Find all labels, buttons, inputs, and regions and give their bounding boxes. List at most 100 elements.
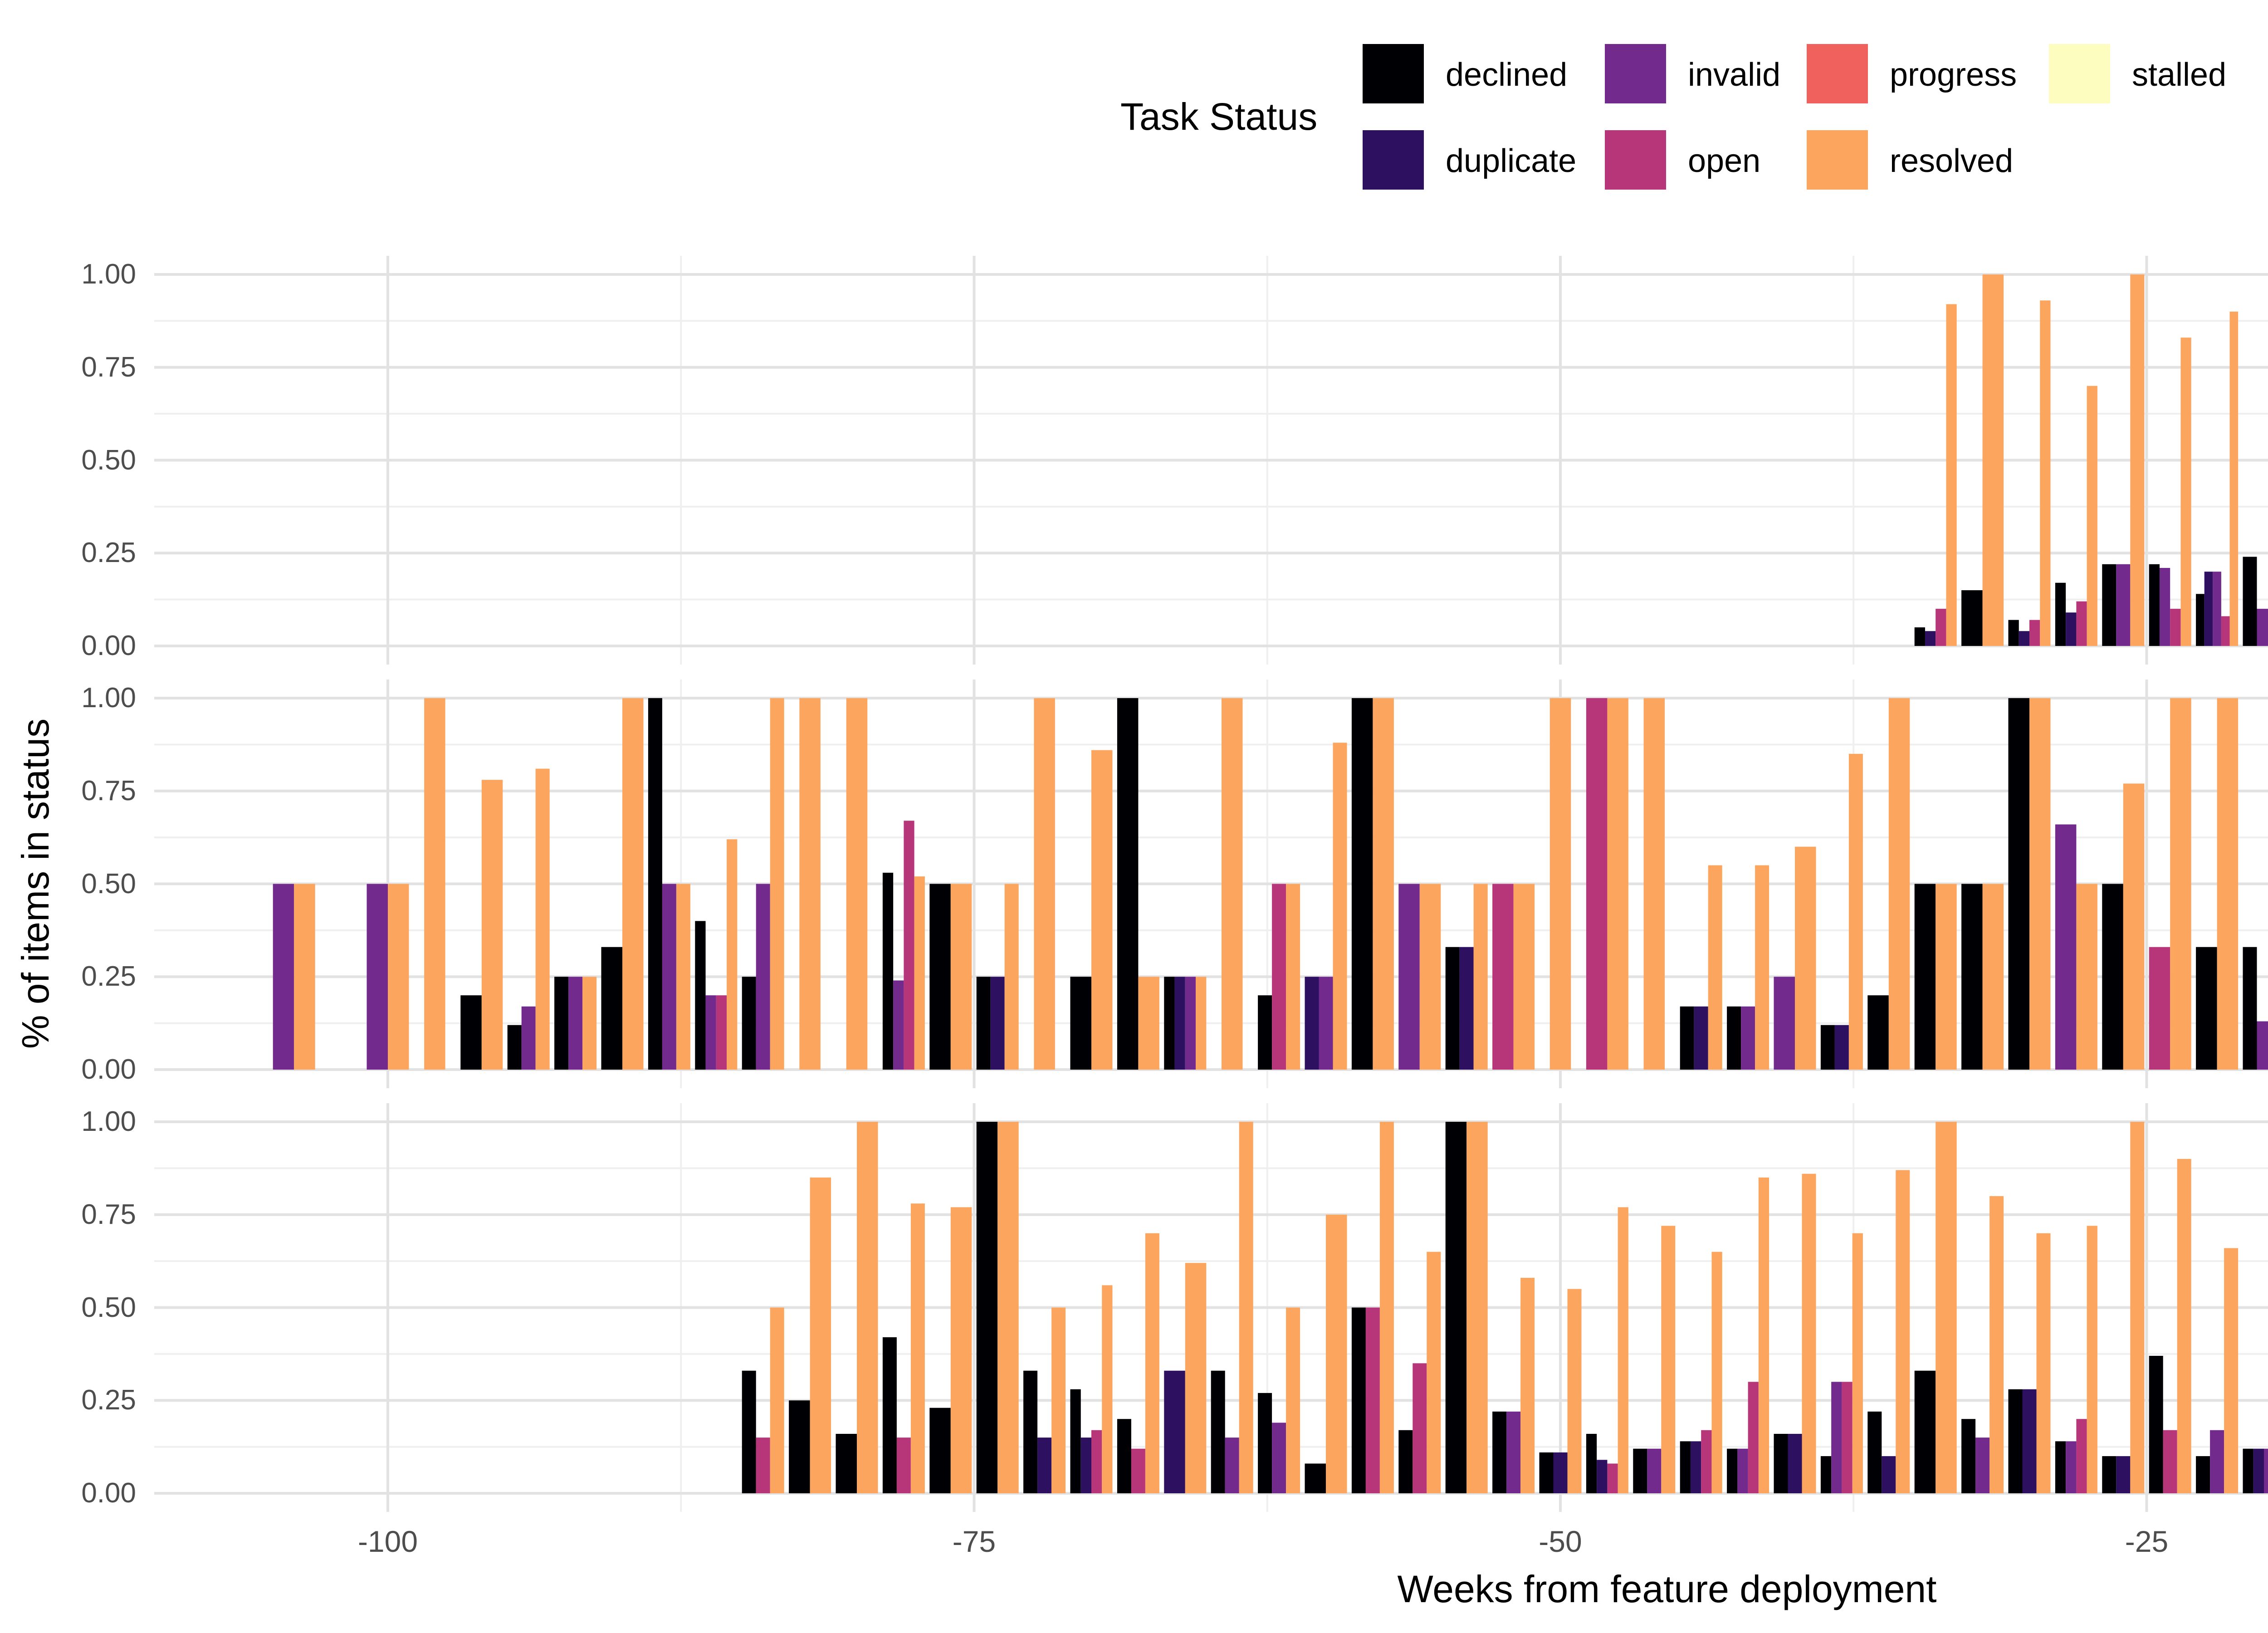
bar-HTTP-deprecation-w-76-resolved: [950, 1207, 972, 1493]
bar-HTTPS-login-w-40-invalid: [1774, 977, 1795, 1070]
bar-HTTP-deprecation-w-82-declined: [789, 1400, 810, 1493]
bar-HTTPS-login-w-96-resolved: [481, 780, 503, 1070]
bar-HTTPS-login-w-38-declined: [1820, 1025, 1835, 1070]
bar-HTTPS-login-w-56-resolved: [1419, 884, 1441, 1070]
bar-HTTP-deprecation-w-78-resolved: [910, 1203, 925, 1493]
bar-HTTPS-login-w-90-declined: [601, 947, 622, 1070]
bar-HTTP-deprecation-w-22-resolved: [2224, 1248, 2239, 1493]
bar-HTTP-deprecation-w-64-invalid: [1225, 1437, 1239, 1493]
y-tick-label: 0.00: [81, 1054, 136, 1085]
bar-HTTP-deprecation-w-30-duplicate: [2022, 1389, 2037, 1493]
bar-HTTP-deprecation-w-28-declined: [2055, 1441, 2066, 1493]
bar-HTTPS-login-w-56-invalid: [1398, 884, 1420, 1070]
bar-HTTPS-login-w-60-resolved: [1333, 743, 1347, 1070]
bar-HTTP-deprecation-w-80-declined: [836, 1433, 857, 1493]
bar-VisualEditor-w-26-invalid: [2116, 564, 2131, 646]
bar-HTTPS-login-w-66-duplicate: [1174, 977, 1185, 1070]
bar-HTTP-deprecation-w-32-invalid: [1975, 1437, 1990, 1493]
bar-VisualEditor-w-26-resolved: [2130, 274, 2145, 646]
bar-HTTP-deprecation-w-46-invalid: [1647, 1448, 1662, 1493]
bar-HTTP-deprecation-w-84-open: [756, 1437, 770, 1493]
bar-HTTP-deprecation-w-48-declined: [1586, 1433, 1597, 1493]
bar-HTTPS-login-w-92-resolved: [582, 977, 597, 1070]
bar-HTTPS-login-w-94-resolved: [535, 768, 550, 1070]
bar-HTTPS-login-w-80-resolved: [846, 698, 868, 1070]
bar-HTTP-deprecation-w-70-duplicate: [1080, 1437, 1091, 1493]
bar-HTTP-deprecation-w-70-declined: [1070, 1389, 1081, 1493]
bar-VisualEditor-w-28-resolved: [2087, 386, 2097, 646]
y-tick-label: 0.75: [81, 775, 136, 807]
bar-HTTP-deprecation-w-52-declined: [1492, 1411, 1507, 1493]
bar-HTTP-deprecation-w-22-declined: [2196, 1456, 2210, 1493]
bar-HTTP-deprecation-w-20-duplicate: [2253, 1448, 2264, 1493]
bar-HTTP-deprecation-w-32-declined: [1961, 1419, 1976, 1493]
bar-HTTP-deprecation-w-72-resolved: [1051, 1307, 1066, 1493]
bar-HTTPS-login-w-20-invalid: [2257, 1021, 2268, 1070]
bar-HTTP-deprecation-w-62-invalid: [1272, 1423, 1286, 1493]
bar-HTTP-deprecation-w-62-declined: [1258, 1393, 1272, 1493]
bar-VisualEditor-w-30-open: [2029, 620, 2040, 646]
bar-HTTPS-login-w-48-open: [1586, 698, 1608, 1070]
bar-HTTP-deprecation-w-68-declined: [1117, 1419, 1131, 1493]
bar-HTTPS-login-w-50-resolved: [1549, 698, 1571, 1070]
bar-HTTP-deprecation-w-48-duplicate: [1597, 1460, 1608, 1493]
bar-HTTPS-login-w-96-declined: [460, 995, 482, 1070]
bar-HTTP-deprecation-w-30-resolved: [2036, 1233, 2051, 1493]
bar-HTTP-deprecation-w-46-resolved: [1661, 1226, 1676, 1493]
bar-HTTP-deprecation-w-76-declined: [929, 1408, 951, 1493]
bar-HTTPS-login-w-38-resolved: [1848, 753, 1863, 1070]
bar-HTTPS-login-w-70-declined: [1070, 977, 1091, 1070]
bar-VisualEditor-w-24-invalid: [2159, 568, 2170, 646]
bar-HTTP-deprecation-w-24-declined: [2149, 1355, 2163, 1493]
bar-HTTPS-login-w-78-resolved: [914, 876, 925, 1070]
bar-HTTP-deprecation-w-40-duplicate: [1788, 1433, 1802, 1493]
bar-HTTPS-login-w-94-invalid: [521, 1006, 536, 1070]
bar-HTTPS-login-w-84-declined: [742, 977, 756, 1070]
bar-VisualEditor-w-26-declined: [2102, 564, 2116, 646]
bar-HTTP-deprecation-w-66-resolved: [1185, 1263, 1207, 1493]
bar-HTTP-deprecation-w-42-resolved: [1758, 1177, 1769, 1493]
bar-HTTPS-login-w-44-resolved: [1708, 865, 1722, 1070]
y-tick-label: 0.50: [81, 868, 136, 900]
bar-HTTP-deprecation-w-42-open: [1748, 1382, 1759, 1493]
bar-HTTPS-login-w-76-declined: [929, 884, 951, 1070]
bar-HTTPS-login-w-88-resolved: [676, 884, 690, 1070]
bar-HTTP-deprecation-w-28-invalid: [2066, 1441, 2077, 1493]
bar-HTTPS-login-w-36-declined: [1867, 995, 1889, 1070]
bar-HTTP-deprecation-w-44-resolved: [1711, 1252, 1722, 1493]
legend-label: declined: [1446, 56, 1568, 93]
x-tick-label: -100: [357, 1525, 418, 1558]
bar-VisualEditor-w-30-declined: [2008, 620, 2019, 646]
bar-HTTPS-login-w-84-invalid: [756, 884, 770, 1070]
bar-HTTP-deprecation-w-68-open: [1131, 1448, 1145, 1493]
bar-HTTP-deprecation-w-74-resolved: [997, 1122, 1019, 1493]
bar-HTTPS-login-w-34-declined: [1914, 884, 1936, 1070]
bar-HTTPS-login-w-84-resolved: [770, 698, 784, 1070]
bar-HTTPS-login-w-100-resolved: [388, 884, 409, 1070]
bar-HTTP-deprecation-w-38-declined: [1820, 1456, 1832, 1493]
bar-HTTPS-login-w-58-declined: [1351, 698, 1373, 1070]
bar-HTTPS-login-w-30-declined: [2008, 698, 2029, 1070]
bar-VisualEditor-w-22-open: [2221, 616, 2230, 646]
bar-HTTP-deprecation-w-36-resolved: [1896, 1170, 1910, 1493]
bar-HTTPS-login-w-94-declined: [507, 1025, 522, 1070]
bar-HTTP-deprecation-w-50-declined: [1539, 1452, 1554, 1493]
y-tick-label: 1.00: [81, 1106, 136, 1137]
legend-swatch-duplicate: [1363, 130, 1424, 190]
bar-HTTPS-login-w-34-resolved: [1936, 884, 1957, 1070]
bar-VisualEditor-w-34-resolved: [1946, 304, 1957, 646]
bar-HTTPS-login-w-66-invalid: [1185, 977, 1196, 1070]
bar-VisualEditor-w-22-duplicate: [2204, 572, 2213, 646]
bar-HTTPS-login-w-42-invalid: [1741, 1006, 1755, 1070]
bar-HTTPS-login-w-62-declined: [1258, 995, 1272, 1070]
bar-HTTP-deprecation-w-46-declined: [1633, 1448, 1647, 1493]
bar-HTTPS-login-w-20-declined: [2243, 947, 2257, 1070]
bar-HTTPS-login-w-32-declined: [1961, 884, 1983, 1070]
bar-HTTPS-login-w-60-invalid: [1319, 977, 1333, 1070]
bar-HTTPS-login-w-44-declined: [1680, 1006, 1694, 1070]
bar-HTTP-deprecation-w-84-declined: [742, 1370, 756, 1493]
x-axis-title: Weeks from feature deployment: [1397, 1568, 1937, 1610]
bar-HTTP-deprecation-w-72-declined: [1023, 1370, 1038, 1493]
bar-HTTPS-login-w-72-resolved: [1034, 698, 1055, 1070]
bar-HTTPS-login-w-92-declined: [554, 977, 569, 1070]
